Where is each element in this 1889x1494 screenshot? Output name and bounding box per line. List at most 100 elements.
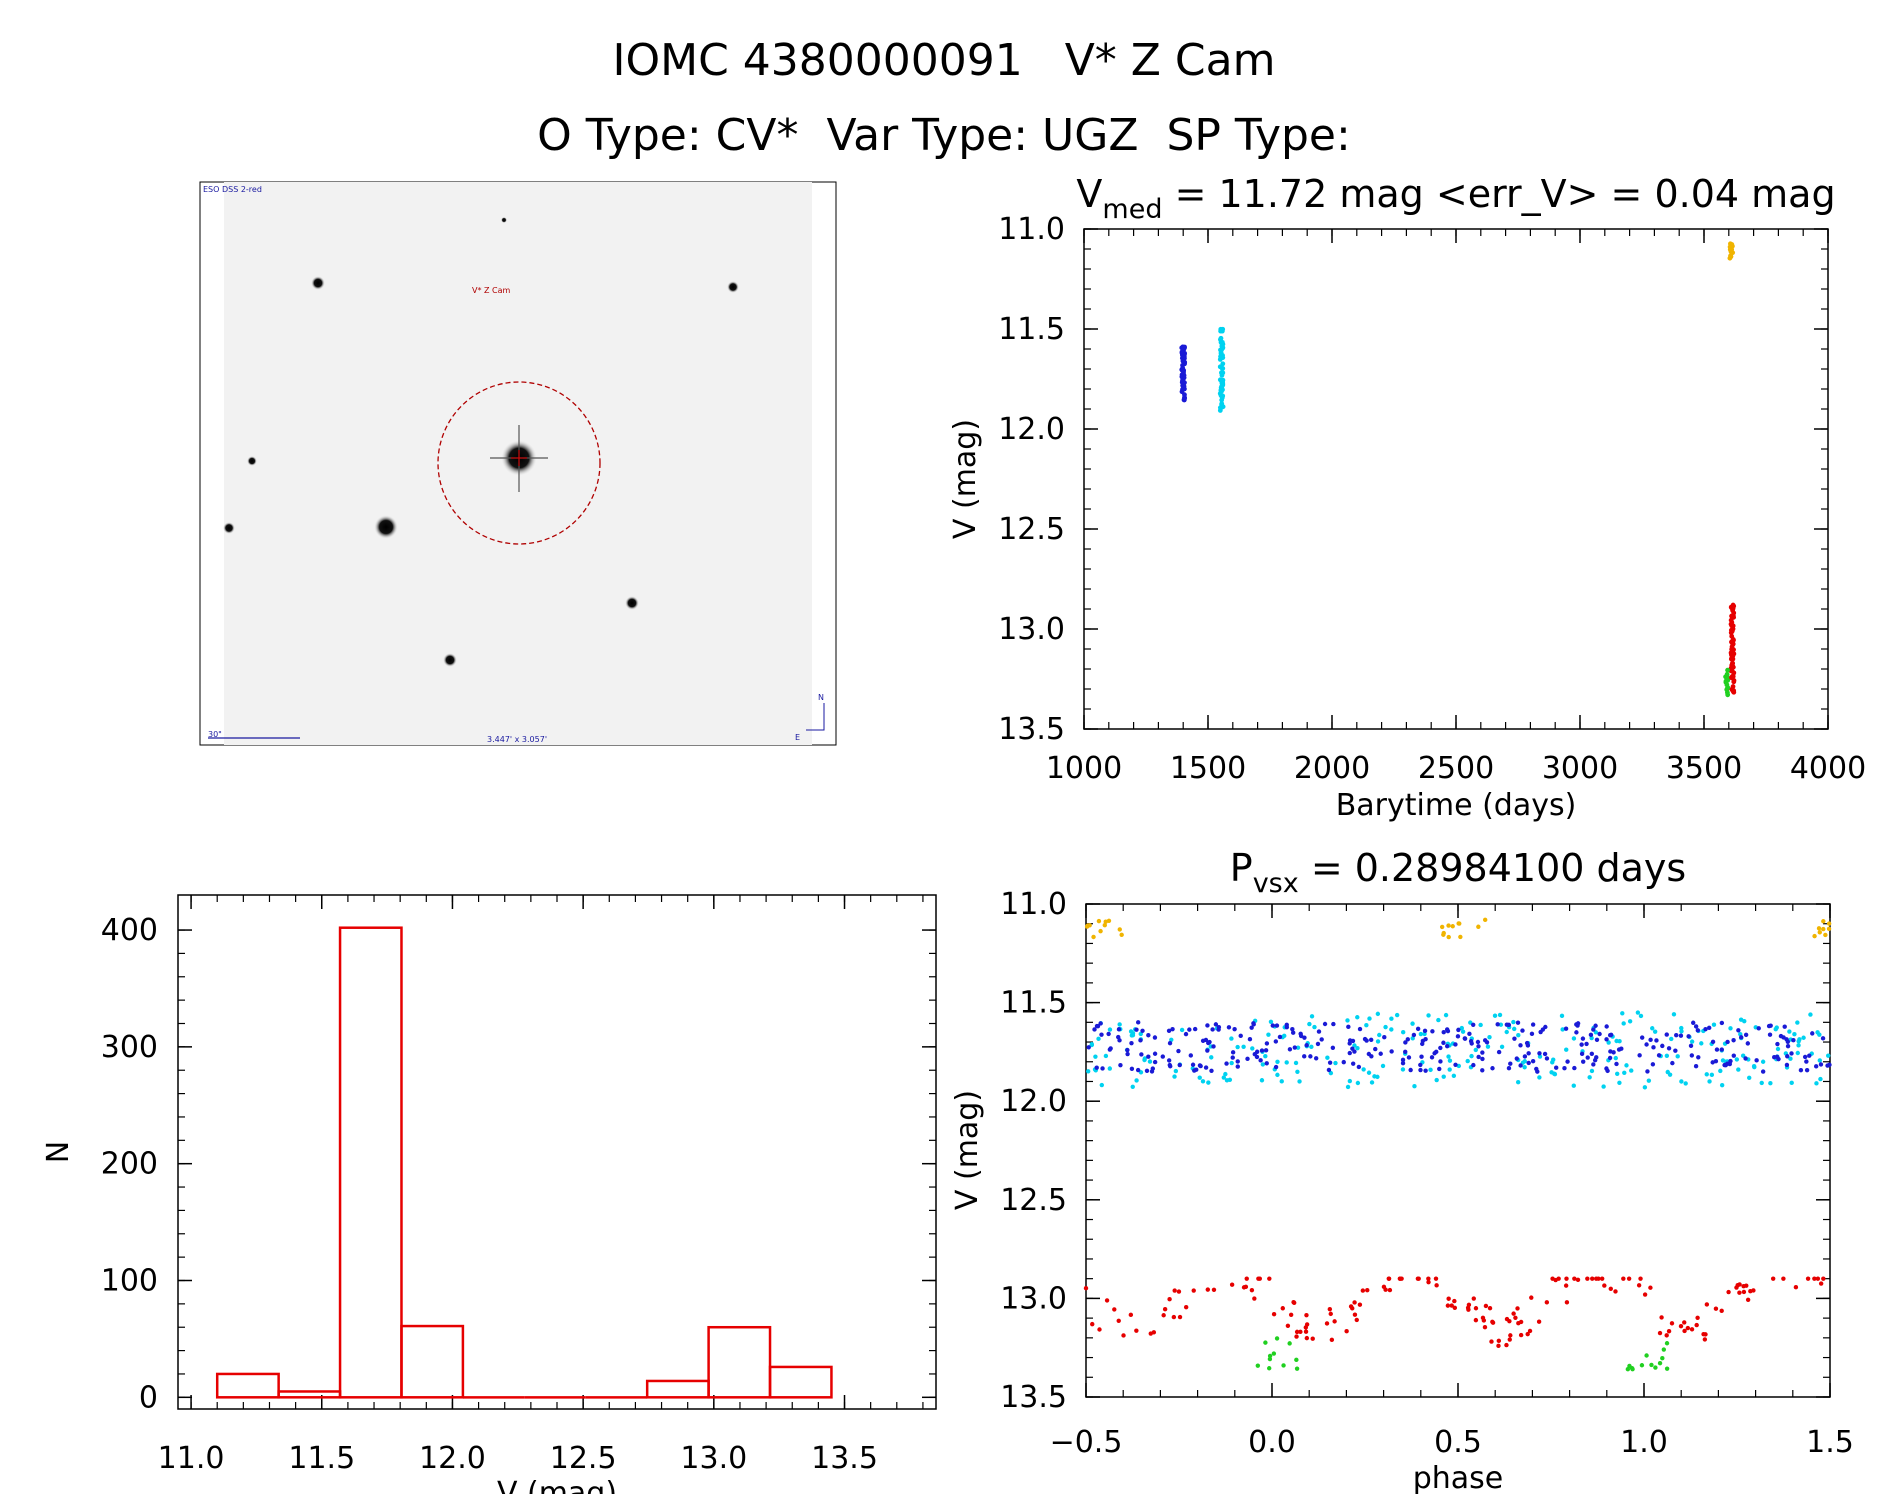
data-point (1375, 1039, 1381, 1044)
histogram-x-label: V (mag) (497, 1476, 617, 1494)
data-point (1644, 1353, 1649, 1358)
data-point (1682, 1328, 1687, 1334)
data-point (1093, 1054, 1098, 1059)
data-point (1346, 1024, 1351, 1030)
data-point (1608, 1032, 1614, 1038)
data-point (1173, 1068, 1179, 1074)
data-point (1350, 1038, 1356, 1044)
data-point (1748, 1289, 1753, 1294)
data-point (1352, 1312, 1358, 1317)
data-point (1419, 1054, 1424, 1059)
data-point (1420, 1038, 1426, 1044)
data-point (1791, 1037, 1796, 1043)
data-point (1516, 1033, 1521, 1038)
field-star (311, 276, 325, 290)
data-point (1511, 1311, 1516, 1316)
data-point (1295, 1045, 1301, 1050)
data-point (1274, 1023, 1280, 1028)
data-point (1699, 1041, 1704, 1046)
data-point (1563, 1026, 1569, 1031)
data-point (1279, 1079, 1284, 1084)
data-point (1476, 1054, 1481, 1060)
data-point (1527, 1328, 1533, 1334)
data-point (1151, 1330, 1157, 1335)
data-point (1507, 1337, 1512, 1342)
data-point (1584, 1041, 1589, 1047)
data-point (1616, 1047, 1622, 1052)
data-point (1377, 1032, 1382, 1038)
data-point (1596, 1276, 1601, 1281)
data-point (1097, 1327, 1102, 1332)
data-point (1235, 1044, 1240, 1050)
data-point (1135, 1067, 1141, 1073)
data-point (1526, 1051, 1531, 1056)
data-point (1411, 1032, 1417, 1038)
data-point (1537, 1075, 1542, 1080)
data-point (1534, 1066, 1539, 1072)
data-point (1106, 918, 1112, 923)
data-point (1665, 1069, 1670, 1075)
data-point (1728, 668, 1734, 674)
data-point (1579, 1051, 1585, 1057)
data-point (1729, 246, 1735, 252)
data-point (1347, 1078, 1353, 1084)
data-point (1275, 1059, 1280, 1064)
data-point (1563, 1283, 1569, 1288)
histogram-bar (645, 1379, 710, 1399)
data-point (1781, 1276, 1786, 1281)
sky-image-panel: ESO DSS 2-red V* Z Cam 30" 3.447' x 3.05… (199, 181, 837, 746)
data-point (1821, 919, 1826, 924)
data-point (1729, 606, 1735, 611)
data-point (1447, 1058, 1453, 1063)
data-point (1542, 1051, 1548, 1057)
data-point (1229, 1282, 1235, 1287)
data-point (1544, 1300, 1550, 1305)
data-point (1734, 1057, 1740, 1062)
data-point (1719, 1082, 1725, 1088)
data-point (1213, 1022, 1219, 1027)
data-point (1814, 1081, 1819, 1086)
data-point (1664, 1366, 1670, 1371)
data-point (1352, 1049, 1357, 1054)
data-point (1176, 1289, 1182, 1294)
data-point (1192, 1068, 1197, 1073)
data-point (1607, 1055, 1613, 1061)
data-point (1140, 1028, 1145, 1033)
data-point (1504, 1022, 1510, 1027)
histogram-bar (215, 1372, 280, 1399)
data-point (1099, 1082, 1105, 1088)
data-point (1604, 1037, 1609, 1042)
y-tick-label: 12.0 (1000, 1084, 1067, 1119)
data-point (1467, 1031, 1472, 1037)
data-point (1410, 1036, 1415, 1041)
data-point (1171, 1314, 1177, 1320)
data-point (1256, 1276, 1261, 1281)
data-point (1645, 1069, 1650, 1074)
data-point (1621, 1276, 1626, 1281)
data-point (1162, 1307, 1168, 1312)
data-point (1710, 1060, 1715, 1065)
data-point (1453, 1062, 1458, 1067)
data-point (1679, 1025, 1684, 1031)
data-point (1400, 1067, 1406, 1072)
data-point (1714, 1047, 1720, 1052)
data-point (1471, 1062, 1476, 1068)
data-point (1104, 1298, 1110, 1303)
data-point (1263, 1048, 1269, 1053)
x-tick-label: 0.0 (1248, 1425, 1296, 1460)
data-point (1182, 380, 1187, 386)
data-point (1580, 1036, 1586, 1041)
data-point (1268, 1019, 1274, 1024)
data-point (1176, 1048, 1181, 1054)
data-point (1347, 1050, 1352, 1056)
data-point (1092, 1027, 1097, 1032)
data-point (1368, 1037, 1374, 1043)
data-point (1674, 1032, 1679, 1038)
data-point (1219, 339, 1225, 345)
data-point (1188, 1053, 1194, 1058)
data-point (1229, 1036, 1234, 1041)
data-point (1678, 1033, 1684, 1038)
data-point (1639, 1035, 1645, 1040)
x-tick-label: −0.5 (1050, 1425, 1123, 1460)
data-point (1405, 1037, 1410, 1042)
